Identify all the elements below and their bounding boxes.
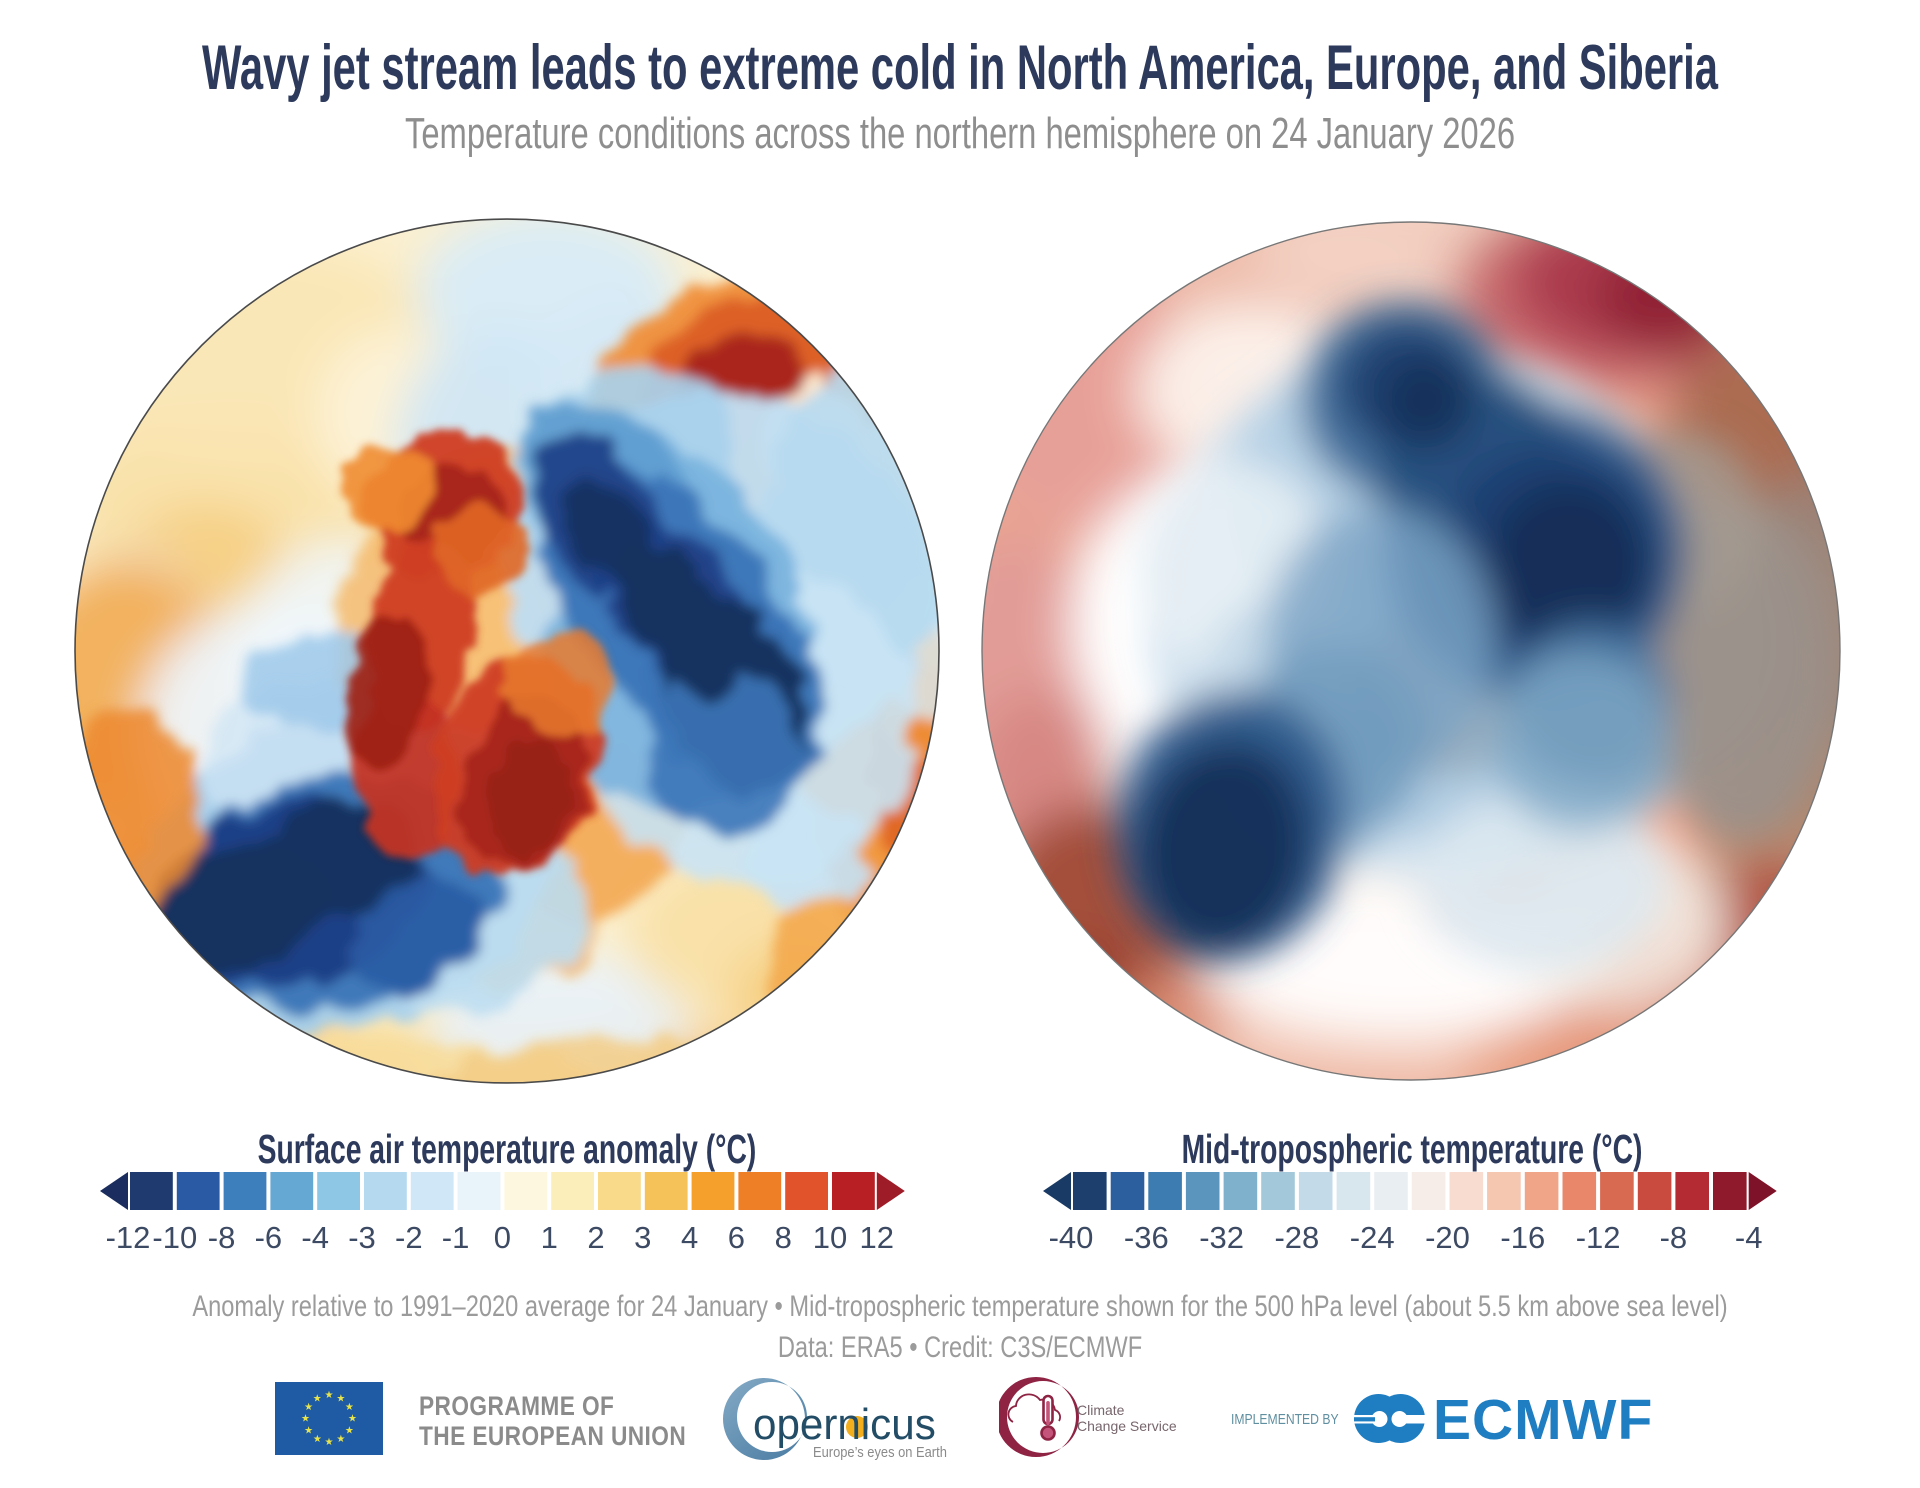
svg-text:★: ★ [325,1437,334,1448]
svg-text:★: ★ [336,1434,345,1445]
svg-text:★: ★ [325,1390,334,1401]
svg-text:★: ★ [336,1393,345,1404]
svg-text:★: ★ [345,1426,354,1437]
svg-text:★: ★ [304,1426,313,1437]
svg-text:★: ★ [301,1414,310,1425]
svg-text:★: ★ [313,1393,322,1404]
svg-text:★: ★ [345,1402,354,1413]
svg-text:★: ★ [348,1414,357,1425]
svg-text:★: ★ [313,1434,322,1445]
svg-text:★: ★ [304,1402,313,1413]
